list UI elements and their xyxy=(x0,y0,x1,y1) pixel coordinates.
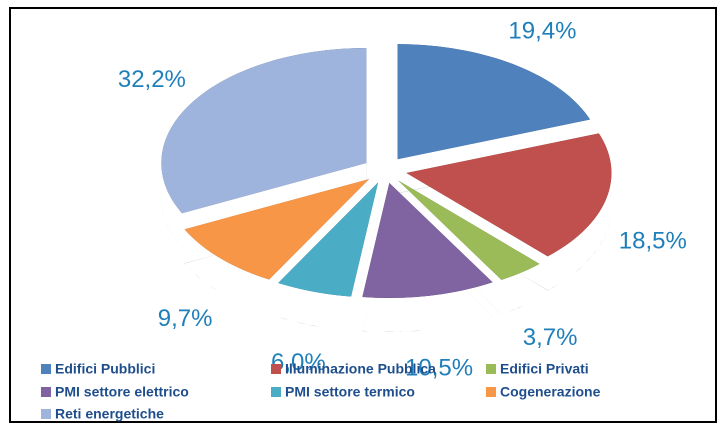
legend-label: Illuminazione Pubblica xyxy=(285,361,436,377)
legend-label: Edifici Pubblici xyxy=(55,361,155,377)
legend-label: PMI settore elettrico xyxy=(55,384,189,400)
slice xyxy=(184,179,369,280)
slice xyxy=(398,180,540,280)
data-label: 3,7% xyxy=(523,324,578,351)
slice xyxy=(397,44,590,160)
legend-swatch xyxy=(41,409,51,419)
data-label: 32,2% xyxy=(118,66,186,93)
legend-label: PMI settore termico xyxy=(285,384,415,400)
legend-swatch xyxy=(41,364,51,374)
slice xyxy=(161,48,367,214)
legend-swatch xyxy=(486,364,496,374)
data-label: 9,7% xyxy=(158,305,213,332)
legend-swatch xyxy=(271,364,281,374)
legend-label: Reti energetiche xyxy=(55,406,164,422)
legend-label: Edifici Privati xyxy=(500,361,589,377)
slice xyxy=(278,182,379,297)
slice xyxy=(406,133,612,257)
legend-swatch xyxy=(271,387,281,397)
legend-swatch xyxy=(486,387,496,397)
legend-label: Cogenerazione xyxy=(500,384,601,400)
data-label: 19,4% xyxy=(508,17,576,44)
legend-swatch xyxy=(41,387,51,397)
data-label: 10,5% xyxy=(405,354,473,381)
data-label: 18,5% xyxy=(619,228,687,255)
slice xyxy=(362,182,493,298)
